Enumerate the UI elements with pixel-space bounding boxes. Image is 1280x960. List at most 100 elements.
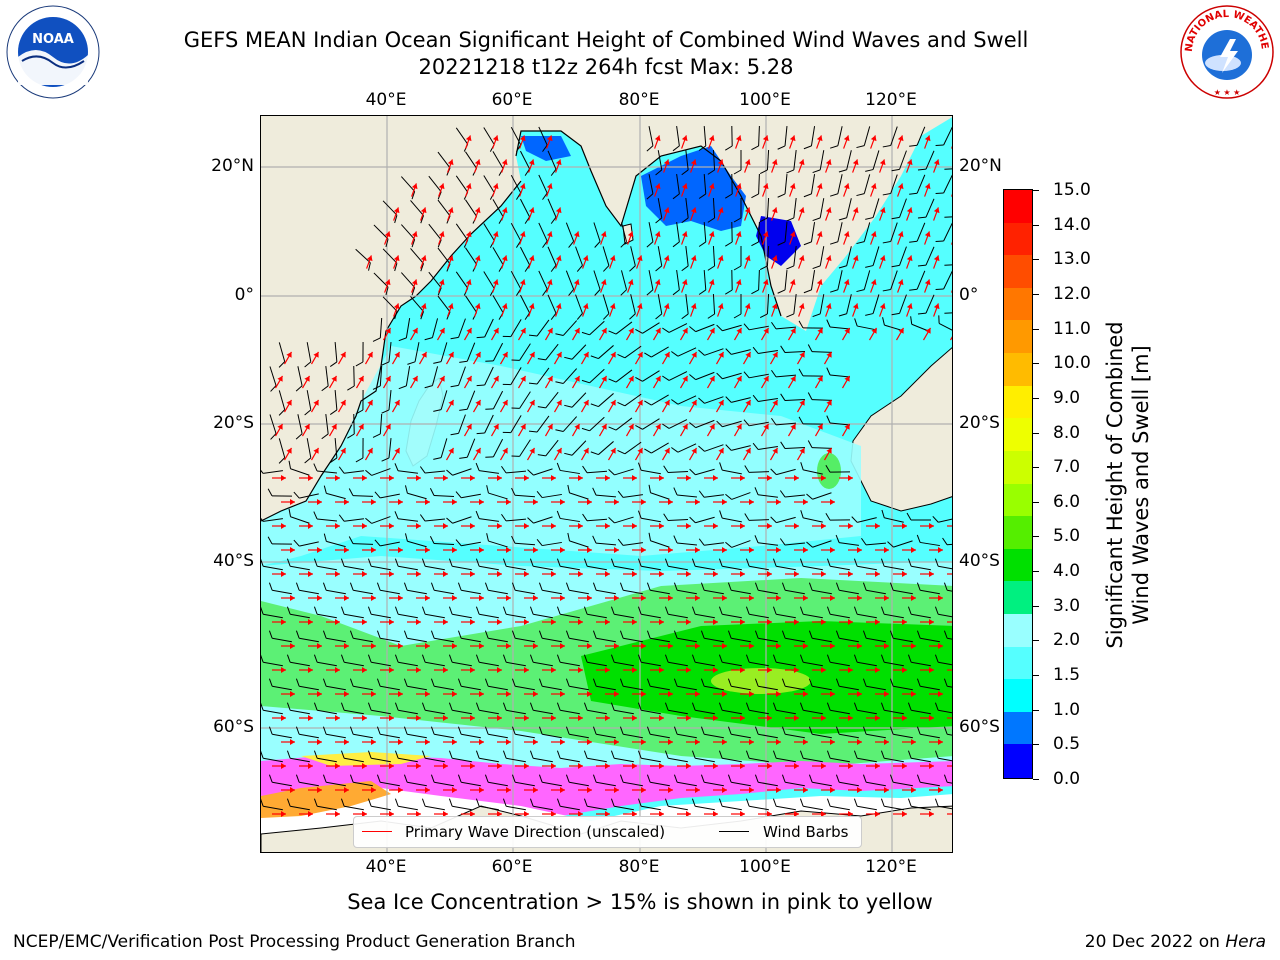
wave-direction-arrow [634, 351, 644, 365]
wind-barb [700, 678, 724, 691]
chart-title: GEFS MEAN Indian Ocean Significant Heigh… [183, 28, 1029, 52]
wave-direction-arrow [659, 739, 673, 745]
wind-barb [700, 774, 724, 787]
wind-barb [564, 392, 587, 408]
wind-barb [942, 537, 952, 546]
wave-direction-arrow [947, 669, 952, 671]
wind-barb [355, 437, 364, 463]
wave-direction-arrow [866, 523, 880, 529]
wave-direction-arrow [497, 787, 511, 793]
wind-barb [484, 726, 508, 739]
wind-barb [759, 293, 770, 319]
wind-barb [564, 440, 587, 456]
wind-barb [556, 606, 580, 619]
wave-direction-arrow [461, 523, 475, 529]
wave-direction-arrow [731, 811, 745, 817]
wind-barb [349, 726, 373, 739]
wave-direction-arrow [825, 303, 832, 317]
wind-barb [617, 393, 642, 407]
lon-tick-bottom: 60°E [491, 857, 533, 877]
wave-direction-arrow [438, 231, 445, 245]
wave-direction-arrow [569, 523, 583, 529]
wind-barb [536, 490, 562, 499]
wave-direction-arrow [650, 571, 664, 577]
wave-direction-arrow [544, 375, 554, 389]
wind-barb [502, 415, 522, 434]
wind-barb [916, 534, 940, 547]
wind-barb [511, 487, 536, 498]
wind-barb [934, 558, 952, 571]
wind-barb [673, 774, 697, 787]
wave-direction-arrow [438, 279, 445, 293]
wind-barb [646, 270, 654, 296]
wind-barb [511, 535, 536, 546]
wave-direction-arrow [542, 763, 556, 769]
wave-direction-arrow [654, 279, 661, 293]
wave-direction-arrow [353, 571, 367, 577]
wave-direction-arrow [893, 619, 907, 625]
wave-direction-arrow [787, 423, 797, 437]
wave-direction-arrow [416, 499, 430, 505]
colorbar-label-line2: Wind Waves and Swell [m] [1129, 345, 1153, 625]
wave-direction-arrow [609, 303, 616, 317]
wind-barb [943, 630, 952, 643]
wind-barb [862, 582, 886, 595]
wave-direction-arrow [596, 667, 610, 673]
wave-direction-arrow [623, 715, 637, 721]
wave-direction-arrow [663, 207, 670, 221]
wave-direction-arrow [733, 423, 743, 437]
wave-direction-arrow [461, 811, 475, 817]
wind-barb [620, 270, 628, 296]
wave-direction-arrow [731, 667, 745, 673]
wave-direction-arrow [569, 811, 583, 817]
wind-barb [727, 726, 751, 739]
wind-barb [261, 606, 283, 619]
wave-direction-arrow [848, 787, 862, 793]
wind-barb [719, 462, 742, 475]
wind-barb [286, 702, 310, 715]
wave-direction-arrow [569, 475, 583, 481]
wave-direction-arrow [573, 279, 580, 293]
wave-direction-arrow [389, 787, 403, 793]
wave-direction-arrow [553, 447, 563, 461]
wave-direction-arrow [929, 643, 943, 649]
wind-barb [403, 774, 427, 787]
wind-barb [529, 702, 553, 715]
wind-barb [718, 702, 742, 715]
colorbar-tick-label: 2.0 [1053, 630, 1081, 651]
wind-barb [880, 798, 904, 811]
wave-direction-arrow [299, 667, 313, 673]
wave-direction-arrow [744, 159, 751, 173]
wind-barb [293, 539, 319, 547]
wave-direction-arrow [420, 207, 427, 221]
wave-direction-arrow [492, 135, 499, 149]
wave-direction-arrow [409, 375, 419, 389]
wind-barb [421, 798, 445, 811]
wave-direction-arrow [411, 183, 418, 197]
wave-direction-arrow [816, 279, 823, 293]
wind-barb [268, 678, 292, 691]
wave-direction-arrow [686, 595, 700, 601]
wind-barb [882, 270, 898, 292]
wave-direction-arrow [771, 303, 778, 317]
wave-direction-arrow [902, 787, 916, 793]
wind-barb [565, 678, 589, 691]
wind-barb [909, 222, 926, 243]
wave-direction-arrow [848, 691, 862, 697]
wind-barb [826, 415, 850, 426]
wave-direction-arrow [578, 547, 592, 553]
wind-barb [446, 468, 472, 476]
wind-barb [448, 606, 472, 619]
wind-barb [673, 630, 697, 643]
wave-direction-arrow [841, 327, 851, 341]
wave-direction-arrow [353, 811, 367, 817]
wind-barb [856, 126, 871, 149]
wind-barb [807, 344, 833, 353]
wave-direction-arrow [661, 399, 671, 413]
wind-barb [934, 702, 952, 715]
wave-direction-arrow [798, 303, 805, 317]
wind-barb [772, 654, 796, 667]
wind-barb [608, 369, 633, 383]
colorbar-tick [1033, 259, 1039, 261]
wave-direction-arrow [353, 619, 367, 625]
